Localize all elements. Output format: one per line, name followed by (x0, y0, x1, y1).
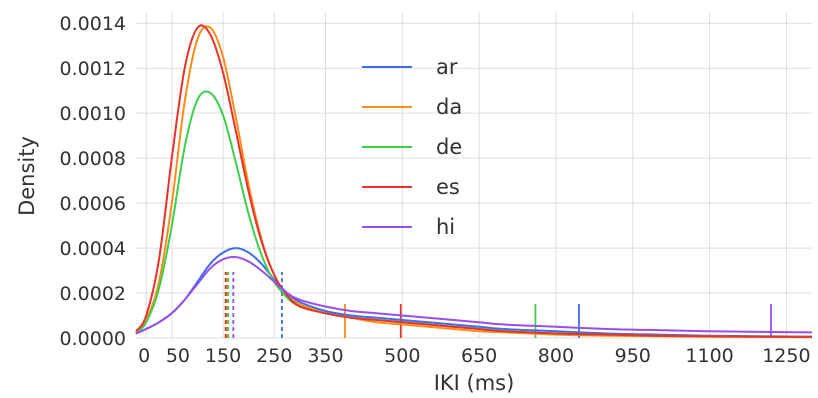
x-tick-label: 150 (205, 345, 241, 367)
legend-label-de: de (436, 135, 462, 159)
y-tick-label: 0.0004 (60, 238, 126, 260)
x-tick-label: 1250 (762, 345, 810, 367)
density-curve-da (135, 25, 813, 339)
legend-label-hi: hi (436, 215, 455, 239)
y-tick-label: 0.0006 (60, 193, 126, 215)
x-tick-label: 350 (307, 345, 343, 367)
x-axis-title: IKI (ms) (434, 371, 515, 395)
plot-area (136, 12, 812, 338)
median-markers (224, 272, 283, 338)
legend-label-da: da (436, 95, 462, 119)
y-tick-label: 0.0010 (60, 103, 126, 125)
x-tick-labels: 0 50 150 250 350 500 650 800 950 1100 1250 (138, 345, 810, 367)
x-tick-label: 500 (384, 345, 420, 367)
y-tick-label: 0.0008 (60, 148, 126, 170)
density-curves (135, 24, 813, 339)
x-tick-label: 0 (138, 345, 150, 367)
y-tick-label: 0.0014 (60, 13, 126, 35)
y-tick-label: 0.0012 (60, 58, 126, 80)
y-tick-label: 0.0002 (60, 283, 126, 305)
legend-label-ar: ar (436, 55, 458, 79)
y-tick-label: 0.0000 (60, 328, 126, 350)
legend: ar da de es hi (362, 55, 462, 239)
x-tick-label: 650 (461, 345, 497, 367)
y-axis-title: Density (15, 136, 39, 216)
x-tick-label: 250 (256, 345, 292, 367)
legend-label-es: es (436, 175, 460, 199)
density-curve-hi (135, 256, 813, 335)
x-tick-label: 50 (166, 345, 190, 367)
x-tick-label: 1100 (685, 345, 733, 367)
density-curve-es (135, 24, 813, 338)
y-tick-labels: 0.0000 0.0002 0.0004 0.0006 0.0008 0.0010 0.00… (60, 13, 126, 350)
x-tick-label: 800 (538, 345, 574, 367)
x-tick-label: 950 (615, 345, 651, 367)
